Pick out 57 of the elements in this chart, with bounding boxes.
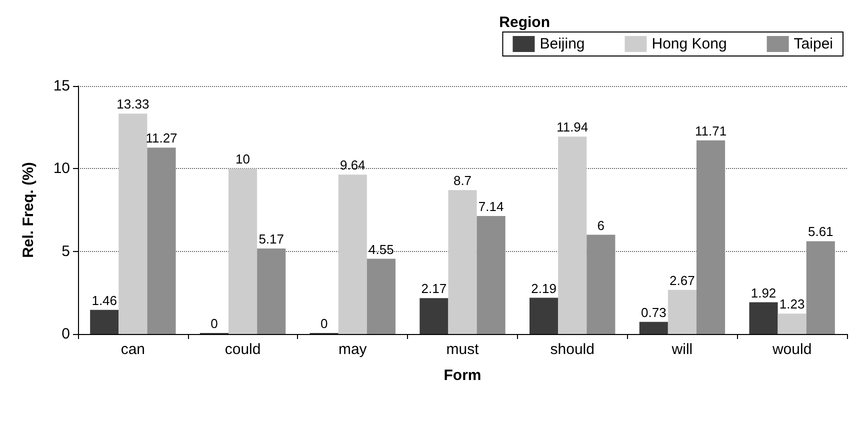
data-label: 13.33 bbox=[116, 96, 150, 112]
data-label: 8.7 bbox=[453, 173, 472, 188]
data-label: 9.64 bbox=[340, 158, 366, 173]
bar bbox=[639, 322, 668, 334]
data-label: 0 bbox=[210, 316, 218, 331]
bar bbox=[558, 136, 587, 334]
y-tick-label: 5 bbox=[62, 242, 70, 260]
data-label: 5.61 bbox=[808, 224, 834, 240]
legend-title: Region bbox=[499, 14, 550, 31]
data-label: 11.71 bbox=[694, 123, 727, 138]
x-tick-label: must bbox=[446, 341, 480, 358]
y-tick-label: 15 bbox=[53, 78, 70, 94]
x-tick-label: could bbox=[224, 341, 261, 358]
bar bbox=[696, 140, 726, 334]
data-label: 1.46 bbox=[92, 292, 118, 308]
x-tick-label: may bbox=[338, 341, 368, 358]
data-label: 1.92 bbox=[750, 285, 776, 300]
x-tick-label: will bbox=[670, 341, 693, 358]
bar bbox=[778, 314, 806, 334]
data-label: 0.73 bbox=[640, 304, 666, 320]
bar bbox=[476, 216, 506, 334]
bar bbox=[806, 241, 835, 334]
data-label: 1.23 bbox=[779, 296, 805, 312]
y-tick-label: 10 bbox=[53, 160, 70, 178]
bar bbox=[448, 190, 477, 334]
legend-label: Beijing bbox=[540, 36, 585, 52]
bar bbox=[118, 114, 148, 334]
x-tick-label: would bbox=[771, 341, 812, 358]
bar bbox=[420, 298, 448, 334]
legend-label: Hong Kong bbox=[652, 36, 727, 52]
data-label: 2.19 bbox=[531, 280, 556, 296]
bar bbox=[749, 302, 778, 334]
bar bbox=[90, 310, 119, 334]
data-label: 5.17 bbox=[258, 232, 284, 247]
y-axis-title: Rel. Freq. (%) bbox=[20, 162, 37, 258]
data-label: 6 bbox=[597, 218, 605, 233]
data-label: 11.27 bbox=[146, 130, 178, 146]
x-tick-label: should bbox=[550, 341, 594, 358]
bar bbox=[147, 148, 176, 334]
bar bbox=[530, 298, 558, 334]
x-axis-title: Form bbox=[444, 367, 482, 384]
data-label: 2.17 bbox=[421, 281, 447, 296]
bar bbox=[228, 168, 258, 334]
data-label: 0 bbox=[320, 316, 328, 331]
y-tick-label: 0 bbox=[62, 326, 70, 342]
data-label: 4.55 bbox=[368, 242, 394, 257]
data-label: 2.67 bbox=[670, 272, 695, 288]
bar bbox=[366, 258, 396, 334]
bar bbox=[586, 234, 616, 334]
data-label: 10 bbox=[236, 152, 250, 167]
bar bbox=[338, 174, 367, 334]
data-label: 7.14 bbox=[478, 198, 504, 214]
bar bbox=[257, 248, 286, 334]
bar bbox=[668, 290, 696, 334]
data-label: 11.94 bbox=[556, 120, 588, 135]
x-tick-label: can bbox=[120, 341, 146, 358]
legend-label: Taipei bbox=[794, 36, 834, 52]
